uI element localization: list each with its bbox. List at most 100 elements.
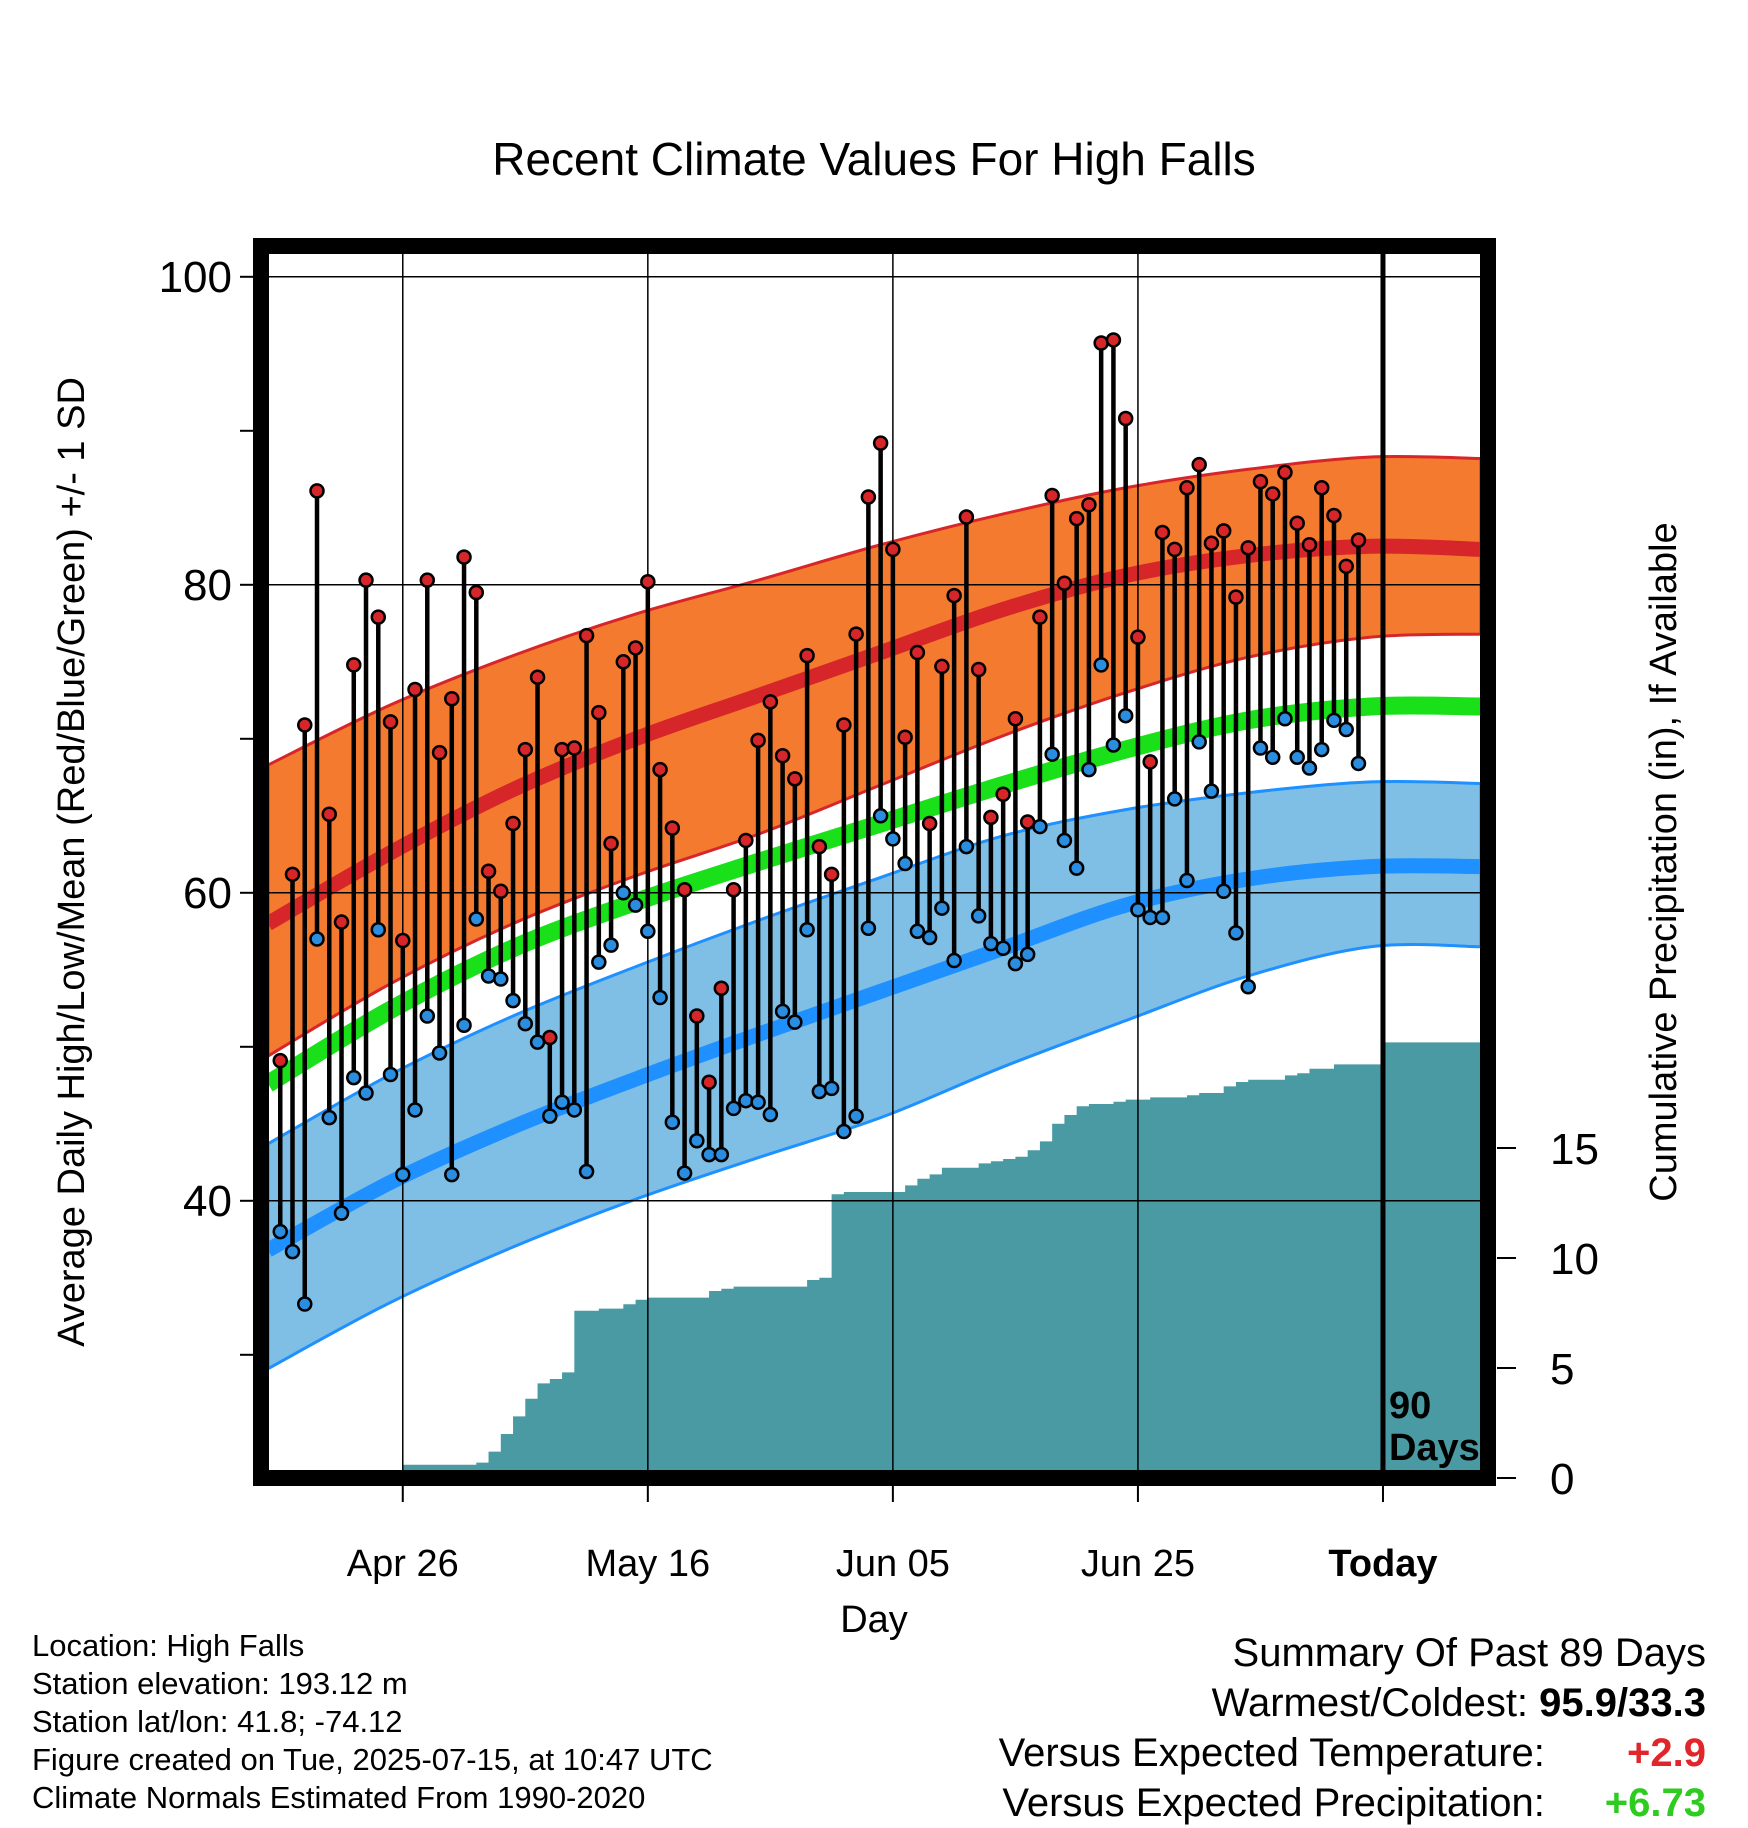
daily-low-point xyxy=(480,968,497,984)
daily-low-point xyxy=(664,1114,681,1131)
daily-high-point xyxy=(554,741,570,758)
location-text: Location: High Falls xyxy=(32,1628,305,1663)
daily-low-point xyxy=(1068,860,1085,876)
daily-high-point xyxy=(897,729,913,746)
daily-high-point xyxy=(774,747,791,764)
daily-high-point xyxy=(333,914,350,930)
summary-panel: Summary Of Past 89 Days Warmest/Coldest:… xyxy=(999,1628,1706,1828)
summary-title: Summary Of Past 89 Days xyxy=(1232,1631,1706,1675)
daily-low-point xyxy=(1301,760,1318,776)
daily-low-point xyxy=(1289,749,1305,766)
daily-low-point xyxy=(958,838,975,855)
daily-low-point xyxy=(321,1109,338,1126)
daily-low-point xyxy=(1203,783,1220,799)
daily-high-point xyxy=(1130,629,1146,645)
today-days-label: 90 Days xyxy=(1389,1385,1480,1469)
daily-low-point xyxy=(272,1223,289,1240)
daily-low-point xyxy=(762,1106,779,1123)
daily-high-point xyxy=(872,435,889,451)
daily-high-point xyxy=(297,717,313,733)
daily-low-point xyxy=(346,1069,362,1086)
daily-low-point xyxy=(1007,955,1024,972)
daily-high-point xyxy=(738,832,754,849)
elevation-text: Station elevation: 193.12 m xyxy=(32,1666,408,1701)
daily-high-point xyxy=(431,744,448,761)
daily-high-point xyxy=(885,541,901,558)
daily-high-point xyxy=(321,806,338,823)
x-axis: Apr 26 May 16 Jun 05 Jun 25 Today xyxy=(347,1486,1438,1585)
daily-low-point xyxy=(1313,741,1330,758)
daily-low-point xyxy=(370,922,387,938)
daily-low-point xyxy=(787,1014,803,1030)
daily-high-point xyxy=(848,626,864,642)
daily-high-point xyxy=(860,489,877,505)
daily-low-point xyxy=(468,911,485,927)
created-text: Figure created on Tue, 2025-07-15, at 10… xyxy=(32,1742,713,1777)
daily-low-point xyxy=(885,831,901,847)
x-tick-label: Jun 05 xyxy=(836,1543,950,1585)
daily-high-point xyxy=(309,483,325,499)
daily-low-point xyxy=(1191,734,1207,750)
daily-low-point xyxy=(725,1100,742,1117)
daily-high-point xyxy=(652,761,668,778)
normals-text: Climate Normals Estimated From 1990-2020 xyxy=(32,1780,646,1815)
precip-anomaly-label: Versus Expected Precipitation: xyxy=(1002,1781,1545,1825)
daily-low-point xyxy=(1179,872,1195,889)
daily-low-point xyxy=(419,1008,436,1024)
y2-tick-label: 15 xyxy=(1550,1125,1599,1174)
daily-high-point xyxy=(382,714,399,730)
daily-high-point xyxy=(946,587,962,604)
temp-anomaly-label: Versus Expected Temperature: xyxy=(998,1731,1545,1775)
daily-high-point xyxy=(836,717,852,733)
daily-high-point xyxy=(370,609,387,625)
daily-low-point xyxy=(1228,925,1244,941)
daily-high-point xyxy=(1228,589,1244,605)
daily-high-point xyxy=(995,786,1011,802)
daily-low-point xyxy=(1056,832,1073,849)
daily-low-point xyxy=(1044,746,1060,762)
daily-low-point xyxy=(750,1094,766,1110)
daily-low-point xyxy=(1019,946,1036,963)
daily-low-point xyxy=(823,1080,840,1097)
y-tick-label: 40 xyxy=(183,1177,232,1226)
daily-high-point xyxy=(542,1029,558,1046)
daily-low-point xyxy=(713,1146,730,1163)
daily-high-point xyxy=(1081,496,1097,513)
daily-high-point xyxy=(725,881,742,898)
daily-low-point xyxy=(676,1165,693,1181)
daily-high-point xyxy=(934,658,950,675)
daily-high-point xyxy=(493,883,509,900)
precip-anomaly-row: Versus Expected Precipitation: +6.73 xyxy=(999,1778,1706,1828)
daily-high-point xyxy=(1313,480,1330,496)
daily-high-point xyxy=(419,572,436,588)
daily-low-point xyxy=(1117,707,1134,724)
daily-high-point xyxy=(823,866,840,883)
daily-high-point xyxy=(358,572,374,588)
daily-high-point xyxy=(762,694,779,710)
daily-high-point xyxy=(615,654,632,670)
daily-low-point xyxy=(872,808,889,824)
daily-high-point xyxy=(1240,540,1256,556)
daily-high-point xyxy=(799,647,815,664)
daily-high-point xyxy=(395,932,411,949)
y-tick-label: 100 xyxy=(159,253,232,302)
daily-high-point xyxy=(284,866,301,883)
daily-low-point xyxy=(1252,740,1269,756)
daily-high-point xyxy=(505,815,521,832)
daily-low-point xyxy=(811,1083,828,1100)
x-tick-label: Jun 25 xyxy=(1081,1543,1195,1585)
daily-low-point xyxy=(333,1205,350,1221)
daily-high-point xyxy=(566,740,583,756)
daily-high-point xyxy=(983,809,999,826)
daily-low-point xyxy=(554,1094,570,1110)
daily-low-point xyxy=(1154,909,1171,926)
daily-high-point xyxy=(1068,510,1085,527)
daily-low-point xyxy=(395,1166,411,1183)
daily-high-point xyxy=(664,820,681,836)
daily-low-point xyxy=(615,885,632,901)
precip-anomaly-value: +6.73 xyxy=(1604,1781,1706,1825)
daily-low-point xyxy=(1338,721,1354,738)
daily-low-point xyxy=(566,1102,583,1118)
daily-high-point xyxy=(444,691,460,707)
daily-low-point xyxy=(431,1045,448,1061)
